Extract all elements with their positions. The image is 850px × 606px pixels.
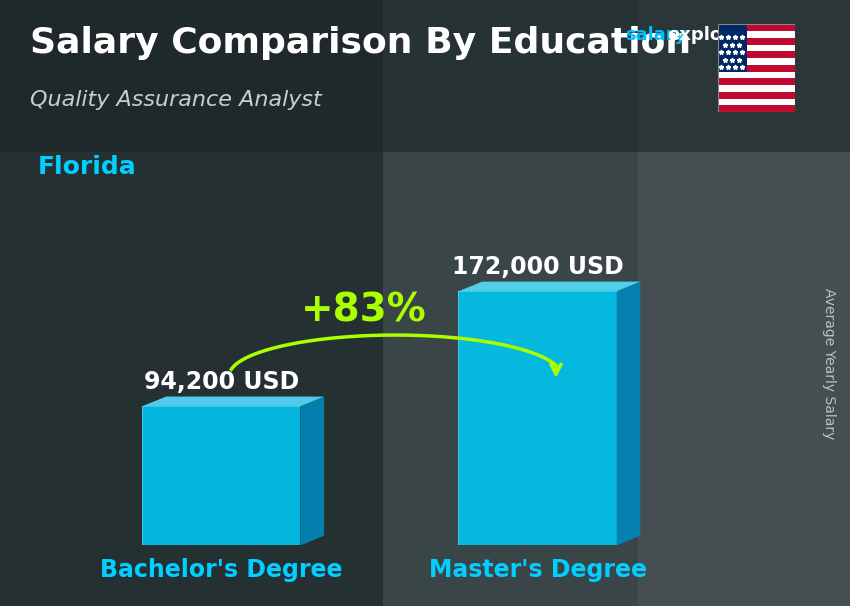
Bar xyxy=(718,24,747,72)
Bar xyxy=(718,52,795,58)
Polygon shape xyxy=(458,282,640,291)
Bar xyxy=(718,105,795,112)
Text: Salary Comparison By Education: Salary Comparison By Education xyxy=(30,26,691,60)
Bar xyxy=(718,99,795,105)
Bar xyxy=(718,72,795,78)
Text: 172,000 USD: 172,000 USD xyxy=(451,255,623,279)
Text: .com: .com xyxy=(721,26,769,44)
Polygon shape xyxy=(616,282,640,545)
Bar xyxy=(718,85,795,92)
Bar xyxy=(718,92,795,99)
Text: salary: salary xyxy=(625,26,686,44)
Bar xyxy=(718,44,795,52)
Text: explorer: explorer xyxy=(667,26,752,44)
Text: +83%: +83% xyxy=(301,292,427,330)
Polygon shape xyxy=(300,396,324,545)
Polygon shape xyxy=(142,406,300,545)
Polygon shape xyxy=(142,396,324,406)
Bar xyxy=(718,38,795,44)
Bar xyxy=(718,78,795,85)
Bar xyxy=(718,24,795,31)
Bar xyxy=(718,31,795,38)
Polygon shape xyxy=(458,291,616,545)
Text: Master's Degree: Master's Degree xyxy=(428,558,647,582)
Text: Quality Assurance Analyst: Quality Assurance Analyst xyxy=(30,90,321,110)
Bar xyxy=(638,0,850,606)
Text: Average Yearly Salary: Average Yearly Salary xyxy=(822,288,836,439)
Bar xyxy=(0,0,850,152)
Bar xyxy=(0,0,382,606)
Bar xyxy=(718,65,795,72)
Text: 94,200 USD: 94,200 USD xyxy=(144,370,299,393)
Text: Bachelor's Degree: Bachelor's Degree xyxy=(100,558,343,582)
Text: Florida: Florida xyxy=(38,155,137,179)
Bar xyxy=(718,58,795,65)
Bar xyxy=(382,0,638,606)
